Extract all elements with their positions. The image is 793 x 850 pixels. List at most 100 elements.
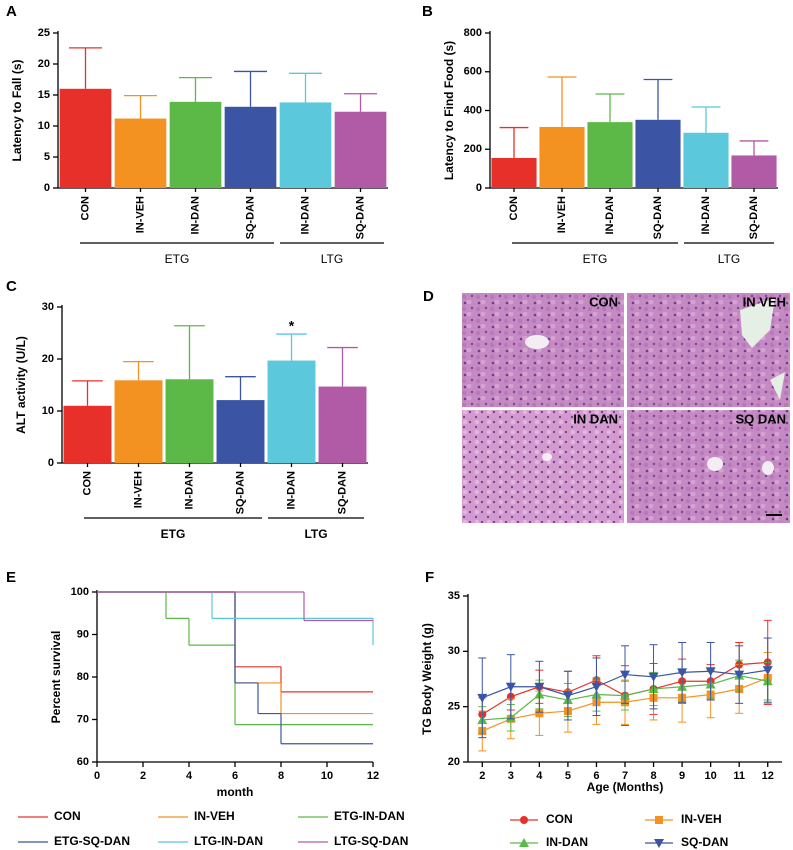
x-tick-label: CON — [81, 471, 93, 496]
x-tick-label: 3 — [508, 770, 514, 782]
y-tick-label: 20 — [42, 353, 54, 365]
y-tick-label: 800 — [464, 27, 482, 39]
bar — [114, 118, 167, 188]
x-tick-label: 8 — [278, 770, 284, 782]
marker — [562, 691, 573, 701]
bar — [267, 360, 316, 463]
group-label: LTG — [304, 527, 327, 541]
y-tick-label: 70 — [77, 713, 89, 725]
panel-letter: B — [422, 3, 433, 20]
marker — [620, 670, 630, 680]
group-label: ETG — [165, 252, 190, 266]
x-tick-label: 12 — [762, 770, 774, 782]
marker — [534, 682, 545, 692]
legend-label: CON — [54, 809, 81, 823]
marker — [655, 816, 663, 824]
x-tick-label: CON — [508, 196, 520, 221]
x-tick-label: SQ-DAN — [234, 471, 246, 514]
legend-label: LTG-SQ-DAN — [334, 834, 408, 848]
marker — [477, 693, 488, 703]
marker — [520, 816, 528, 824]
x-tick-label: 7 — [622, 770, 628, 782]
x-tick-label: 9 — [679, 770, 685, 782]
marker — [654, 839, 664, 848]
y-tick-label: 5 — [44, 151, 50, 163]
histology-image — [462, 293, 624, 407]
image-label: SQ DAN — [735, 411, 786, 426]
significance-label: * — [289, 318, 295, 334]
panel-letter: A — [6, 3, 17, 20]
bar — [165, 379, 214, 463]
legend-label: ETG-SQ-DAN — [54, 834, 130, 848]
y-axis-label: TG Body Weight (g) — [420, 623, 434, 735]
bar — [683, 132, 729, 188]
x-axis-label: month — [217, 785, 254, 799]
panel-letter: E — [6, 569, 16, 586]
vessel — [762, 461, 774, 475]
x-tick-label: 4 — [536, 770, 543, 782]
panel-letter: F — [425, 569, 434, 586]
y-tick-label: 0 — [44, 182, 50, 194]
y-tick-label: 15 — [38, 89, 50, 101]
x-tick-label: 2 — [479, 770, 485, 782]
x-tick-label: 12 — [367, 770, 379, 782]
x-tick-label: IN-VEH — [134, 196, 146, 233]
bar — [539, 126, 585, 188]
x-tick-label: 10 — [705, 770, 717, 782]
group-label: ETG — [161, 527, 186, 541]
y-tick-label: 0 — [48, 457, 54, 469]
group-label: LTG — [321, 252, 343, 266]
y-axis-label: Latency to Find Food (s) — [442, 41, 456, 180]
x-tick-label: 6 — [593, 770, 599, 782]
x-tick-label: 0 — [94, 770, 100, 782]
x-tick-label: IN-DAN — [189, 196, 201, 235]
group-label: ETG — [583, 252, 608, 266]
marker — [591, 682, 602, 692]
histology-panel: D CON IN VEH IN DAN SQ DAN — [423, 288, 790, 523]
x-tick-label: IN-DAN — [285, 471, 297, 510]
marker — [648, 672, 659, 682]
y-tick-label: 200 — [464, 143, 482, 155]
x-tick-label: IN-DAN — [183, 471, 195, 510]
y-tick-label: 10 — [38, 120, 50, 132]
bar — [731, 155, 777, 188]
y-axis-label: Latency to Fall (s) — [10, 59, 24, 161]
image-label: IN DAN — [573, 411, 618, 426]
y-tick-label: 30 — [42, 301, 54, 313]
y-tick-label: 25 — [448, 701, 460, 713]
legend-label: IN-VEH — [681, 812, 722, 826]
histology-image — [462, 410, 624, 523]
x-tick-label: SQ-DAN — [748, 196, 760, 239]
legend-label: IN-DAN — [546, 835, 588, 849]
legend-label: ETG-IN-DAN — [334, 809, 405, 823]
y-tick-label: 20 — [38, 58, 50, 70]
bar — [587, 122, 633, 188]
x-tick-label: 2 — [140, 770, 146, 782]
y-axis-label: ALT activity (U/L) — [14, 336, 28, 434]
y-tick-label: 10 — [42, 405, 54, 417]
bar — [59, 88, 112, 188]
y-tick-label: 90 — [77, 628, 89, 640]
vessel — [770, 372, 785, 400]
x-tick-label: 6 — [232, 770, 238, 782]
bar — [63, 405, 112, 463]
bar — [114, 380, 163, 463]
marker — [677, 668, 688, 678]
x-tick-label: SQ-DAN — [354, 196, 366, 239]
legend-label: LTG-IN-DAN — [194, 834, 263, 848]
marker — [762, 666, 773, 676]
vessel — [707, 457, 723, 471]
bar — [334, 111, 387, 188]
panel-letter: D — [423, 288, 434, 305]
x-tick-label: IN-DAN — [299, 196, 311, 235]
y-tick-label: 0 — [476, 182, 482, 194]
vessel — [525, 335, 549, 349]
image-label: IN VEH — [743, 294, 786, 309]
x-tick-label: 11 — [733, 770, 745, 782]
x-tick-label: 4 — [186, 770, 193, 782]
bar — [169, 101, 222, 188]
bar — [635, 119, 681, 188]
x-tick-label: SQ-DAN — [652, 196, 664, 239]
y-tick-label: 25 — [38, 27, 50, 39]
